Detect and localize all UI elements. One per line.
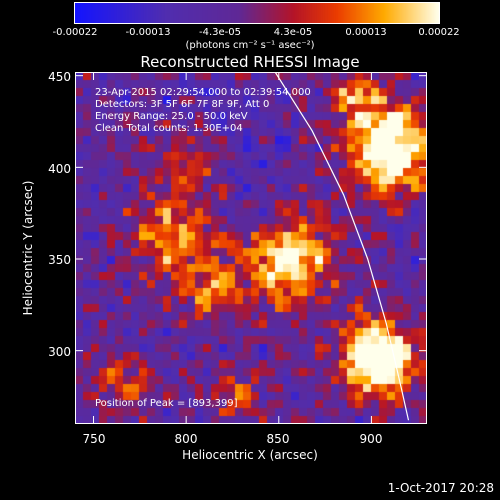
colorbar-tick: -4.3e-05 — [199, 27, 241, 38]
annotation-time: 23-Apr-2015 02:29:54.000 to 02:39:54.000 — [95, 87, 311, 98]
y-tick-label: 350 — [48, 253, 71, 267]
solar-limb-curve — [274, 72, 410, 421]
annotation-peak: Position of Peak = [893,399] — [95, 398, 238, 409]
y-tick-label: 300 — [48, 345, 71, 359]
footer-date: 1-Oct-2017 20:28 — [387, 481, 494, 495]
plot-area: 23-Apr-2015 02:29:54.000 to 02:39:54.000… — [75, 72, 427, 424]
x-tick-label: 900 — [359, 432, 383, 446]
annotation-counts: Clean Total counts: 1.30E+04 — [95, 123, 243, 134]
colorbar-tick: 0.00022 — [418, 27, 460, 38]
plot-frame — [75, 72, 427, 424]
x-tick-label: 750 — [82, 432, 106, 446]
colorbar-tick: -0.00022 — [52, 27, 98, 38]
y-axis-label: Heliocentric Y (arcsec) — [21, 180, 35, 316]
colorbar-tick: 4.3e-05 — [273, 27, 313, 38]
y-tick-label: 450 — [48, 70, 71, 84]
colorbar-units: (photons cm⁻² s⁻¹ asec⁻²) — [185, 40, 315, 51]
annotation-detectors: Detectors: 3F 5F 6F 7F 8F 9F, Att 0 — [95, 99, 270, 110]
axes-frame — [75, 72, 427, 424]
heatmap-image — [75, 72, 427, 424]
colorbar — [74, 2, 440, 24]
annotation-energy: Energy Range: 25.0 - 50.0 keV — [95, 111, 248, 122]
chart-title: Reconstructed RHESSI Image — [140, 53, 360, 71]
colorbar-tick: 0.00013 — [345, 27, 387, 38]
colorbar-tick: -0.00013 — [125, 27, 171, 38]
x-tick-label: 850 — [266, 432, 290, 446]
y-tick-label: 400 — [48, 162, 71, 176]
x-tick-label: 800 — [174, 432, 198, 446]
x-axis-label: Heliocentric X (arcsec) — [182, 448, 318, 462]
